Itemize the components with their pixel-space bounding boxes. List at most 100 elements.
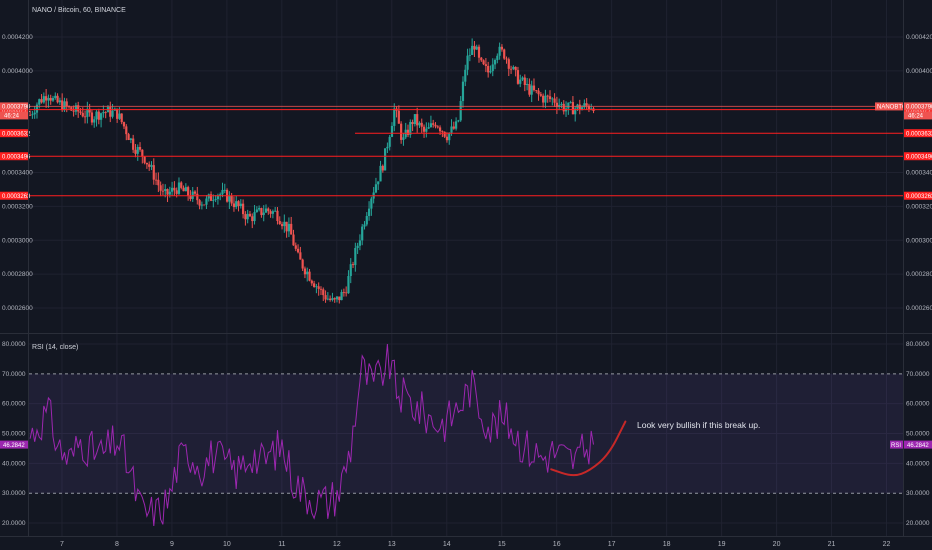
candle-body <box>574 108 577 115</box>
x-tick-label: 22 <box>883 541 891 548</box>
candle-body <box>333 298 336 300</box>
x-tick-label: 15 <box>498 541 506 548</box>
candle-body <box>507 59 510 69</box>
candle-body <box>242 203 245 215</box>
candle-body <box>104 112 107 113</box>
candle-body <box>569 102 572 103</box>
candle-body <box>280 224 284 227</box>
candle-body <box>122 122 126 127</box>
candle-body <box>475 46 478 50</box>
candle-body <box>400 123 403 140</box>
candle-body <box>260 208 263 216</box>
candle-body <box>63 101 66 111</box>
candle-body <box>464 69 467 82</box>
candle-body <box>445 136 449 141</box>
candle-body <box>33 112 36 115</box>
candle-body <box>97 111 100 120</box>
axis-labels: 7 8 9 10 11 12 13 14 15 16 17 18 19 20 21 22 0.0004200 0.… <box>2 34 932 548</box>
candle-body <box>480 57 483 61</box>
rsi-value-tag-right <box>904 440 932 449</box>
candle-body <box>35 104 39 113</box>
candle-body <box>269 211 272 214</box>
candle-body <box>473 45 476 50</box>
candle-body <box>203 204 206 206</box>
candle-body <box>498 46 501 56</box>
candle-body <box>145 162 149 165</box>
rsi-tick-label-left: 30.0000 <box>2 490 26 497</box>
candle-body <box>51 98 55 101</box>
candle-body <box>416 114 419 126</box>
candle-body <box>406 129 410 135</box>
last-price-tag-left-text: 0.0003790 <box>2 105 31 111</box>
candle-body <box>351 264 355 266</box>
symbol-tag-text: NANOBTC <box>877 105 907 111</box>
candle-body <box>45 96 48 101</box>
x-tick-label: 11 <box>278 541 285 548</box>
candle-body <box>219 194 222 196</box>
candle-body <box>61 100 64 111</box>
candle-body <box>349 264 352 277</box>
candle-body <box>154 179 158 181</box>
candle-body <box>164 189 167 191</box>
level-tag-left-text: 0.0003263 <box>2 194 31 200</box>
candle-body <box>196 193 199 201</box>
x-tick-label: 20 <box>773 541 781 548</box>
candle-body <box>81 112 84 117</box>
candle-body <box>54 95 57 99</box>
candle-body <box>313 283 316 287</box>
candle-body <box>120 113 123 123</box>
candle-body <box>111 110 114 117</box>
candle-body <box>358 240 362 246</box>
countdown-tag-left <box>0 111 28 120</box>
axes <box>0 0 932 537</box>
candle-body <box>436 126 439 128</box>
candle-body <box>448 132 451 141</box>
candle-body <box>578 104 581 111</box>
candle-body <box>235 201 238 208</box>
candle-body <box>47 97 50 101</box>
horizontal-levels[interactable]: 0.0003771 0.0003771 0.0003632 0.0003632 0.00… <box>0 102 932 200</box>
candle-body <box>292 234 295 246</box>
candle-body <box>512 66 515 69</box>
candle-body <box>329 298 332 300</box>
candle-body <box>429 123 433 128</box>
chart-annotation: Look very bullish if this break up. <box>637 420 760 430</box>
candle-body <box>553 98 556 103</box>
candle-body <box>182 187 185 192</box>
candle-body <box>77 105 80 112</box>
x-tick-label: 13 <box>388 541 396 548</box>
candle-body <box>42 96 45 103</box>
level-tag-left-text: 0.0003496 <box>2 154 31 160</box>
y-tick-label-right: 0.0004200 <box>906 34 932 41</box>
candle-body <box>413 114 416 125</box>
candle-body <box>496 55 499 60</box>
y-tick-label-left: 0.0003400 <box>2 170 33 177</box>
candle-body <box>340 292 343 301</box>
rsi-projection-curve[interactable] <box>550 420 627 477</box>
candle-body <box>397 110 400 124</box>
candle-body <box>526 84 529 86</box>
candle-body <box>239 203 242 206</box>
candle-body <box>40 99 43 103</box>
candle-body <box>306 271 309 275</box>
candle-body <box>102 112 105 114</box>
rsi-line <box>29 343 594 527</box>
candle-body <box>166 189 169 195</box>
candle-body <box>209 194 213 201</box>
rsi-value-tag-left <box>0 440 28 449</box>
candle-body <box>95 111 98 120</box>
rsi-tick-label-left: 50.0000 <box>2 431 26 438</box>
candle-body <box>443 131 446 137</box>
candle-body <box>308 271 311 281</box>
candle-body <box>521 77 524 80</box>
rsi-tick-label-right: 30.0000 <box>906 490 930 497</box>
candle-body <box>523 77 526 86</box>
level-tag-left-text: 0.0003771 <box>2 108 31 114</box>
candle-body <box>571 102 575 115</box>
candle-body <box>326 298 329 300</box>
candle-body <box>487 65 490 73</box>
candle-body <box>503 49 506 59</box>
x-tick-label: 16 <box>553 541 561 548</box>
candle-body <box>159 185 162 191</box>
